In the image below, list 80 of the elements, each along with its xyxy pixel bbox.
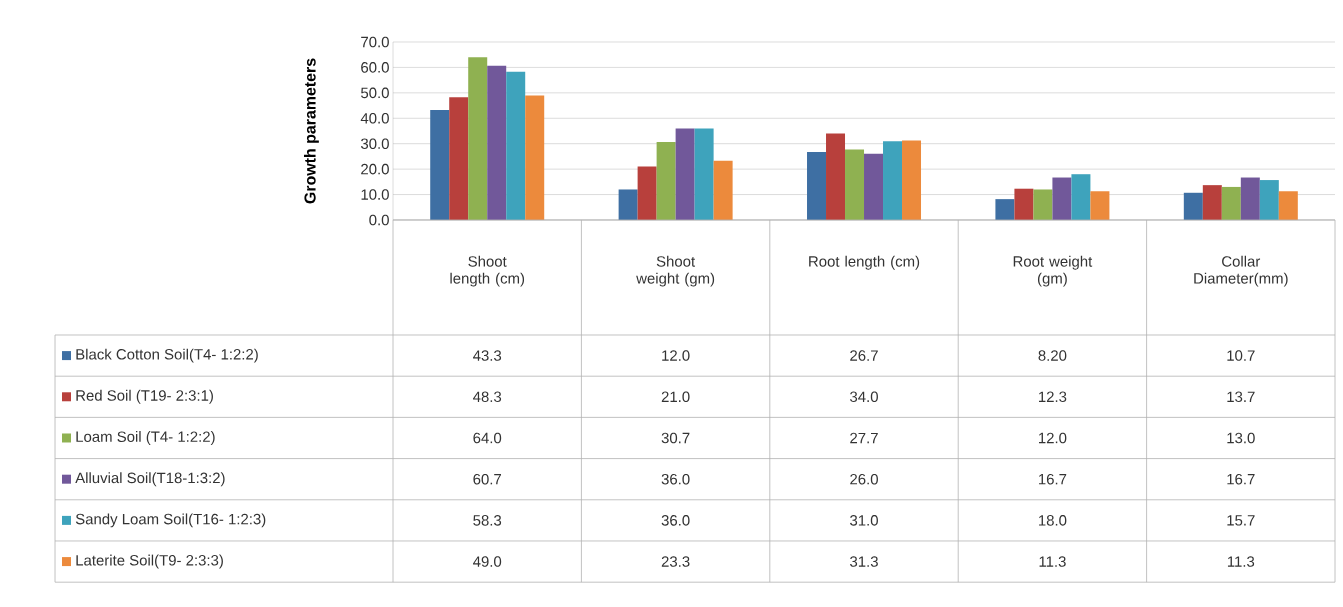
y-tick-label: 10.0 bbox=[361, 189, 389, 200]
data-label: 11.3 bbox=[1039, 556, 1066, 567]
legend-label: Red Soil (T19- 2:3:1) bbox=[76, 389, 213, 404]
data-label: 16.7 bbox=[1039, 473, 1067, 485]
data-label: 60.7 bbox=[473, 473, 501, 485]
bar bbox=[1014, 188, 1034, 220]
bar bbox=[618, 189, 638, 220]
data-label: 18.0 bbox=[1039, 515, 1067, 526]
bar bbox=[995, 199, 1015, 220]
bar bbox=[864, 153, 884, 220]
data-label: 11.3 bbox=[1227, 556, 1255, 567]
bar bbox=[430, 109, 450, 220]
data-label: 8.20 bbox=[1038, 350, 1067, 361]
bar bbox=[807, 152, 827, 220]
bar bbox=[902, 140, 922, 220]
bar bbox=[845, 149, 865, 220]
bar bbox=[1221, 186, 1241, 220]
bar bbox=[637, 166, 657, 220]
y-tick-label: 30.0 bbox=[360, 138, 389, 149]
bar bbox=[449, 97, 469, 220]
bar bbox=[1052, 177, 1072, 220]
bar bbox=[1071, 174, 1091, 220]
bar bbox=[487, 65, 507, 220]
y-tick-label: 50.0 bbox=[361, 87, 389, 99]
y-tick-label: 40.0 bbox=[360, 112, 389, 124]
bar bbox=[675, 128, 695, 220]
data-label: 26.7 bbox=[850, 350, 878, 361]
data-label: 26.0 bbox=[850, 473, 878, 485]
x-tick-label: Collar Diameter(mm) bbox=[1194, 255, 1288, 287]
bar bbox=[525, 95, 545, 220]
bar bbox=[694, 128, 714, 220]
legend-label: Black Cotton Soil(T4- 1:2:2) bbox=[76, 348, 258, 363]
y-axis-title: Growth parameters bbox=[304, 58, 319, 204]
data-label: 64.0 bbox=[473, 432, 502, 444]
bar bbox=[1278, 191, 1298, 220]
data-label: 43.3 bbox=[473, 350, 502, 361]
data-label: 49.0 bbox=[473, 556, 502, 567]
data-label: 58.3 bbox=[473, 515, 502, 526]
legend-label: Loam Soil (T4- 1:2:2) bbox=[76, 431, 215, 445]
data-label: 13.7 bbox=[1227, 391, 1255, 403]
data-label: 21.0 bbox=[661, 391, 690, 403]
y-tick-label: 60.0 bbox=[361, 62, 389, 73]
bar bbox=[1240, 177, 1260, 220]
bar bbox=[1033, 189, 1053, 220]
y-tick-label: 0.0 bbox=[369, 214, 389, 226]
x-tick-label: Root weight (gm) bbox=[1013, 255, 1093, 287]
data-label: 16.7 bbox=[1227, 473, 1255, 485]
data-label: 36.0 bbox=[661, 515, 690, 526]
bar bbox=[1259, 180, 1279, 220]
bar bbox=[826, 133, 846, 220]
data-label: 15.7 bbox=[1227, 515, 1255, 526]
data-label: 12.0 bbox=[1039, 432, 1067, 444]
bar bbox=[1202, 185, 1222, 220]
bar bbox=[883, 141, 903, 220]
data-label: 10.7 bbox=[1227, 350, 1255, 361]
bar bbox=[506, 71, 526, 220]
data-label: 36.0 bbox=[661, 473, 690, 485]
data-label: 13.0 bbox=[1227, 432, 1255, 444]
bar bbox=[656, 141, 676, 220]
legend-label: Alluvial Soil(T18-1:3:2) bbox=[75, 472, 225, 487]
data-label: 30.7 bbox=[661, 432, 690, 444]
data-label: 34.0 bbox=[850, 391, 878, 403]
bar bbox=[1183, 192, 1203, 220]
data-label: 12.3 bbox=[1039, 391, 1067, 403]
bar bbox=[468, 57, 488, 220]
y-tick-label: 70.0 bbox=[361, 36, 389, 48]
bar bbox=[713, 160, 733, 220]
legend-label: Sandy Loam Soil(T16- 1:2:3) bbox=[75, 513, 266, 528]
data-label: 27.7 bbox=[850, 432, 878, 444]
data-label: 48.3 bbox=[473, 391, 502, 403]
data-label: 31.0 bbox=[850, 515, 878, 526]
legend-label: Laterite Soil(T9- 2:3:3) bbox=[76, 554, 223, 569]
x-tick-label: Shoot weight (gm) bbox=[636, 255, 715, 287]
x-tick-label: Shoot length (cm) bbox=[450, 255, 525, 287]
x-tick-label: Root length (cm) bbox=[809, 255, 920, 270]
data-label: 12.0 bbox=[662, 350, 690, 361]
data-label: 23.3 bbox=[661, 556, 690, 567]
data-label: 31.3 bbox=[850, 556, 878, 567]
bar bbox=[1090, 191, 1110, 220]
y-tick-label: 20.0 bbox=[361, 163, 389, 175]
